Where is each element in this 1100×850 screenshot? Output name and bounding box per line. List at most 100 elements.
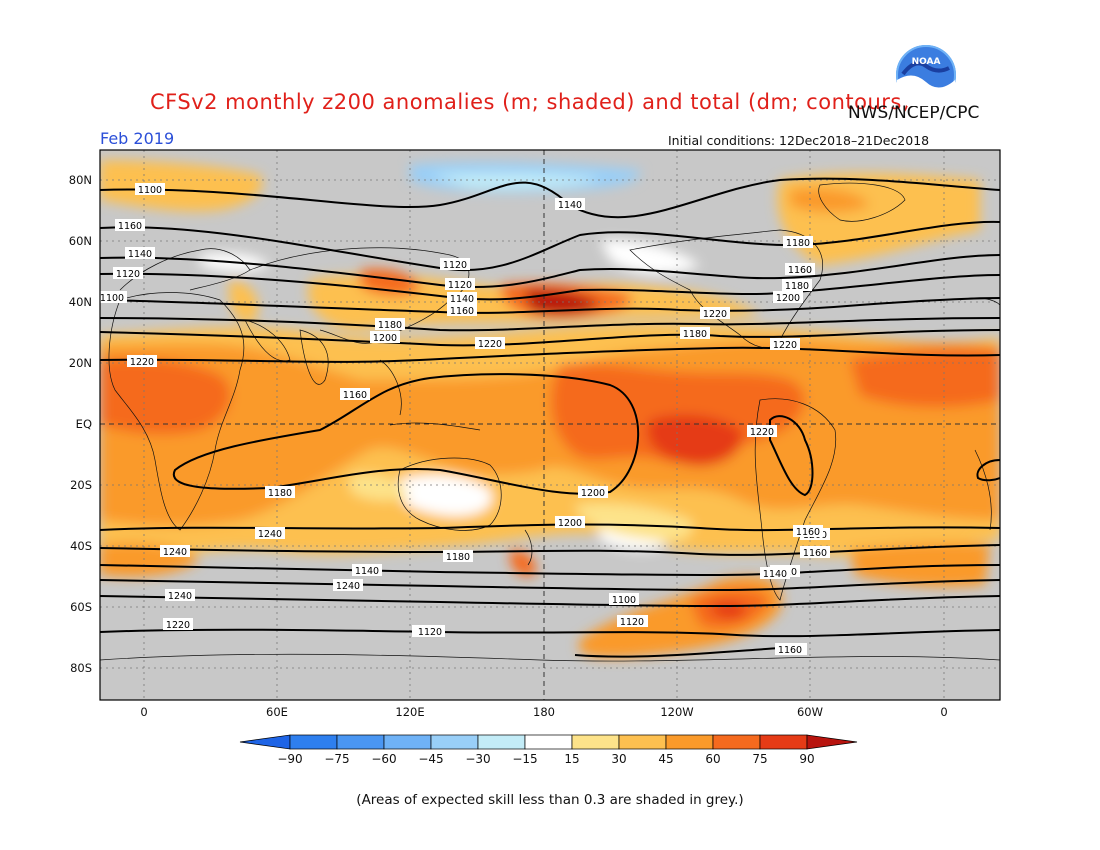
lon-label-60e: 60E <box>266 705 288 719</box>
contour-label: 1140 <box>777 643 807 656</box>
noaa-logo-text: NOAA <box>912 57 941 67</box>
skill-footnote: (Areas of expected skill less than 0.3 a… <box>356 792 744 808</box>
contour-label-text: 1200 <box>415 627 439 638</box>
colorbar-box <box>712 734 761 750</box>
colorbar-box <box>524 734 573 750</box>
contour-label-text: 1100 <box>138 185 162 196</box>
contour-label-text: 1220 <box>478 339 502 350</box>
contour-label-text: 1140 <box>355 566 379 577</box>
lat-label-eq: EQ <box>75 417 92 431</box>
contour-label-text: 1120 <box>620 617 644 628</box>
contour-label: 1160 <box>340 388 370 401</box>
colorbar-tick-label: −75 <box>324 752 350 766</box>
contour-label: 1120 <box>445 278 475 291</box>
contour-label-text: 1240 <box>163 547 187 558</box>
contour-label-text: 1180 <box>786 238 810 249</box>
colorbar-box <box>383 734 432 750</box>
map-title: CFSv2 monthly z200 anomalies (m; shaded)… <box>150 90 911 114</box>
lat-label-20n: 20N <box>68 356 92 370</box>
lat-label-60n: 60N <box>68 234 92 248</box>
map-graticule <box>100 150 1000 700</box>
colorbar-tick-label: 75 <box>752 752 768 766</box>
lon-label-120w: 120W <box>660 705 694 719</box>
lon-label-0: 0 <box>140 705 148 719</box>
contour-label: 1140 <box>352 564 382 577</box>
colorbar-tick-label: −15 <box>512 752 538 766</box>
contour-label: 1200 <box>773 291 803 304</box>
contour-label-text: 1200 <box>558 518 582 529</box>
contour-label: 1140 <box>760 567 790 580</box>
contour-label-text: 1140 <box>558 200 582 211</box>
agency-label: NWS/NCEP/CPC <box>848 103 980 123</box>
equator-dateline <box>100 150 1000 700</box>
colorbar <box>239 734 858 750</box>
contour-label: 1140 <box>125 247 155 260</box>
contour-label-text: 1180 <box>683 329 707 340</box>
contour-label: 1180 <box>782 279 812 292</box>
contour-label: 1200 <box>412 625 442 638</box>
contour-label-text: 1240 <box>336 581 360 592</box>
colorbar-tick-label: −90 <box>277 752 303 766</box>
lat-label-80s: 80S <box>70 661 92 675</box>
contour-label-text: 1160 <box>788 265 812 276</box>
colorbar-tick-label: 30 <box>611 752 627 766</box>
contour-label: 1100 <box>135 183 165 196</box>
lon-label-0-east: 0 <box>940 705 948 719</box>
contour-label: 1220 <box>770 338 800 351</box>
lat-label-40s: 40S <box>70 539 92 553</box>
contour-label-text: 1180 <box>378 320 402 331</box>
contour-label: 1120 <box>440 258 470 271</box>
contour-label-text: 1220 <box>773 340 797 351</box>
colorbar-tick-label: −45 <box>418 752 444 766</box>
contour-label-text: 1120 <box>443 260 467 271</box>
contour-label: 1180 <box>265 486 295 499</box>
colorbar-tick-label: 90 <box>799 752 815 766</box>
contour-label: 1140 <box>447 292 477 305</box>
contour-label: 1220 <box>747 425 777 438</box>
contour-label: 1160 <box>775 643 805 656</box>
contour-label-text: 1240 <box>168 591 192 602</box>
contour-label: 1120 <box>415 625 445 638</box>
contour-label: 1200 <box>578 486 608 499</box>
contour-label-text: 1180 <box>785 281 809 292</box>
colorbar-box <box>571 734 620 750</box>
contour-label-text: 1120 <box>116 269 140 280</box>
contour-label: 1160 <box>447 304 477 317</box>
colorbar-tick-label: 15 <box>564 752 580 766</box>
contour-label: 1180 <box>375 318 405 331</box>
skill-grey-background <box>100 150 1000 700</box>
contour-label-text: 1180 <box>268 488 292 499</box>
colorbar-tick-label: 45 <box>658 752 674 766</box>
contour-label: 1160 <box>785 263 815 276</box>
contour-label-text: 1240 <box>258 529 282 540</box>
contour-label: 1240 <box>255 527 285 540</box>
contour-label: 1200 <box>800 528 830 541</box>
contour-label: 1180 <box>783 236 813 249</box>
contour-label: 1100 <box>100 291 127 304</box>
lat-label-80n: 80N <box>68 173 92 187</box>
contour-label-text: 1180 <box>446 552 470 563</box>
colorbar-tick-label: −30 <box>465 752 491 766</box>
lat-label-40n: 40N <box>68 295 92 309</box>
contour-label-text: 1160 <box>450 306 474 317</box>
contour-label: 1180 <box>680 327 710 340</box>
contour-label-text: 1140 <box>780 645 804 656</box>
colorbar-arrow-low <box>239 734 291 750</box>
contour-label: 1200 <box>370 331 400 344</box>
contour-label-text: 1220 <box>166 620 190 631</box>
contour-label-text: 1220 <box>703 309 727 320</box>
colorbar-box <box>336 734 385 750</box>
contour-label-text: 1120 <box>773 567 797 578</box>
lat-label-20s: 20S <box>70 478 92 492</box>
contour-label-text: 1140 <box>763 569 787 580</box>
contour-label-text: 1140 <box>128 249 152 260</box>
contour-label: 1240 <box>160 545 190 558</box>
contour-label-text: 1160 <box>796 527 820 538</box>
contour-label: 1200 <box>555 516 585 529</box>
noaa-logo-icon: NOAA <box>896 45 956 106</box>
contour-label: 1140 <box>555 198 585 211</box>
contour-label-text: 1200 <box>776 293 800 304</box>
